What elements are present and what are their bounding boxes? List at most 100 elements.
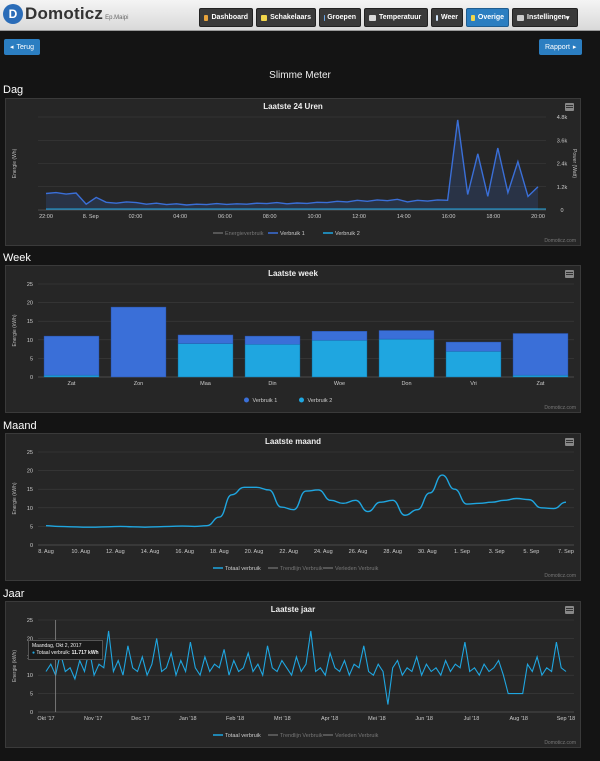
bar-verbruik-1 bbox=[445, 341, 502, 352]
x-tick-label: 10:00 bbox=[307, 214, 321, 220]
x-tick-label: Aug '18 bbox=[509, 716, 527, 722]
x-tick-label: 20:00 bbox=[531, 214, 545, 220]
section-label-week: Week bbox=[3, 252, 31, 264]
nav-label: Weer bbox=[441, 14, 458, 21]
x-tick-label: 10. Aug bbox=[71, 549, 90, 555]
nav-overige[interactable]: Overige bbox=[466, 8, 509, 27]
bar-verbruik-1 bbox=[378, 330, 435, 340]
x-tick-label: Okt '17 bbox=[37, 716, 54, 722]
x-tick-label: Dec '17 bbox=[131, 716, 149, 722]
nav-schakelaars[interactable]: Schakelaars bbox=[256, 8, 316, 27]
logo-text: Domoticz bbox=[25, 4, 104, 23]
chart-title-week: Laatste week bbox=[268, 269, 318, 278]
chart-menu-icon[interactable] bbox=[565, 270, 574, 278]
x-tick-label: 14. Aug bbox=[141, 549, 160, 555]
x-tick-label: 22:00 bbox=[39, 214, 53, 220]
legend-item: Totaal verbruik bbox=[225, 566, 261, 572]
y2-tick-label: 4.8k bbox=[557, 115, 568, 121]
x-tick-label: 8. Aug bbox=[38, 549, 54, 555]
x-tick-label: 8. Sep bbox=[83, 214, 99, 220]
series-line-totaal-verbruik bbox=[45, 474, 567, 528]
bar-verbruik-2 bbox=[244, 344, 301, 378]
report-button-label: Rapport bbox=[545, 43, 570, 51]
nav-label: Temperatuur bbox=[379, 14, 422, 21]
series-line-verbruik-1 bbox=[45, 119, 539, 206]
back-button[interactable]: ◂ Terug bbox=[4, 39, 41, 55]
chart-credit: Domoticz.com bbox=[544, 405, 576, 411]
y2-tick-label: 0 bbox=[560, 208, 563, 214]
y-tick-label: 10 bbox=[27, 673, 33, 679]
section-label-jaar: Jaar bbox=[3, 588, 25, 600]
bar-verbruik-2 bbox=[378, 338, 435, 378]
nav-label: Schakelaars bbox=[270, 14, 311, 21]
x-tick-label: 08:00 bbox=[263, 214, 277, 220]
y-axis-label: Energie (kWh) bbox=[12, 314, 18, 346]
section-label-dag: Dag bbox=[3, 84, 24, 96]
chart-title-day: Laatste 24 Uren bbox=[263, 102, 323, 111]
bar-verbruik-1 bbox=[512, 333, 569, 376]
legend-marker bbox=[299, 397, 304, 403]
x-tick-label: 12. Aug bbox=[106, 549, 125, 555]
x-tick-label: Mrt '18 bbox=[274, 716, 291, 722]
legend-item: Verleden Verbruik bbox=[335, 566, 379, 572]
y-tick-label: 5 bbox=[30, 692, 33, 698]
chart-menu-icon[interactable] bbox=[565, 606, 574, 614]
y-tick-label: 20 bbox=[27, 469, 33, 475]
top-navbar: D Domoticz Ep.Maipi Dashboard Schakelaars… bbox=[0, 0, 600, 31]
nav-label: Groepen bbox=[327, 14, 356, 21]
nav-groepen[interactable]: Groepen bbox=[319, 8, 361, 27]
chart-credit: Domoticz.com bbox=[544, 573, 576, 579]
y-tick-label: 25 bbox=[27, 618, 33, 624]
utility-icon bbox=[471, 14, 475, 21]
y-tick-label: 25 bbox=[27, 282, 33, 288]
bar-verbruik-1 bbox=[110, 306, 167, 378]
nav-instellingen[interactable]: Instellingen ▾ bbox=[512, 8, 578, 27]
legend-item: Trendlijn Verbruik bbox=[280, 566, 323, 572]
chart-menu-icon[interactable] bbox=[565, 438, 574, 446]
nav-dashboard[interactable]: Dashboard bbox=[199, 8, 253, 27]
series-line-totaal-verbruik bbox=[45, 630, 567, 705]
home-icon bbox=[204, 14, 209, 21]
legend-item: Trendlijn Verbruik bbox=[280, 733, 323, 739]
day-chart: 4.8k 3.6k 2.4k 1.2k 0 Energie (Wh) Power (Watt… bbox=[12, 115, 577, 237]
bar-verbruik-2 bbox=[311, 339, 368, 378]
chevron-left-icon: ◂ bbox=[10, 44, 14, 51]
x-tick-label: Jul '18 bbox=[464, 716, 480, 722]
x-tick-label: 14:00 bbox=[397, 214, 411, 220]
x-tick-label: Mei '18 bbox=[368, 716, 386, 722]
x-tick-label: Maa bbox=[200, 381, 212, 387]
week-chart: 25 20 15 10 5 0 Energie (kWh) Zat Zon Maa Din Woe Do… bbox=[12, 282, 574, 404]
x-tick-label: 02:00 bbox=[129, 214, 143, 220]
legend-item: Totaal verbruik bbox=[225, 733, 261, 739]
x-tick-label: Don bbox=[401, 381, 411, 387]
x-tick-label: Apr '18 bbox=[321, 716, 338, 722]
cloud-icon bbox=[436, 14, 438, 21]
x-tick-label: 18. Aug bbox=[210, 549, 229, 555]
x-tick-label: Vri bbox=[470, 381, 477, 387]
x-tick-label: Woe bbox=[334, 381, 345, 387]
domoticz-logo[interactable]: D Domoticz Ep.Maipi bbox=[3, 4, 128, 24]
legend-item: Verbruik 2 bbox=[308, 398, 333, 404]
x-tick-label: 04:00 bbox=[173, 214, 187, 220]
y2-tick-label: 3.6k bbox=[557, 138, 568, 144]
nav-label: Overige bbox=[477, 14, 504, 21]
x-tick-label: 7. Sep bbox=[558, 549, 574, 555]
nav-temperatuur[interactable]: Temperatuur bbox=[364, 8, 428, 27]
chart-menu-icon[interactable] bbox=[565, 103, 574, 111]
thermometer-icon bbox=[369, 14, 376, 21]
nav-label: Instellingen bbox=[527, 14, 566, 21]
y-tick-label: 15 bbox=[27, 319, 33, 325]
x-tick-label: 24. Aug bbox=[314, 549, 333, 555]
y-tick-label: 5 bbox=[30, 524, 33, 530]
nav-weer[interactable]: Weer bbox=[431, 8, 463, 27]
chart-panel-week: Laatste week 25 20 15 10 5 0 Energie (kWh) Zat Z… bbox=[5, 265, 581, 413]
y-tick-label: 5 bbox=[30, 356, 33, 362]
bar-verbruik-1 bbox=[43, 335, 100, 376]
report-button[interactable]: Rapport ▸ bbox=[539, 39, 583, 55]
chart-credit: Domoticz.com bbox=[544, 740, 576, 746]
logo-subtext: Ep.Maipi bbox=[105, 15, 129, 21]
legend-item: Energieverbruik bbox=[225, 231, 264, 237]
x-tick-label: 20. Aug bbox=[245, 549, 264, 555]
legend-item: Verbruik 1 bbox=[253, 398, 278, 404]
